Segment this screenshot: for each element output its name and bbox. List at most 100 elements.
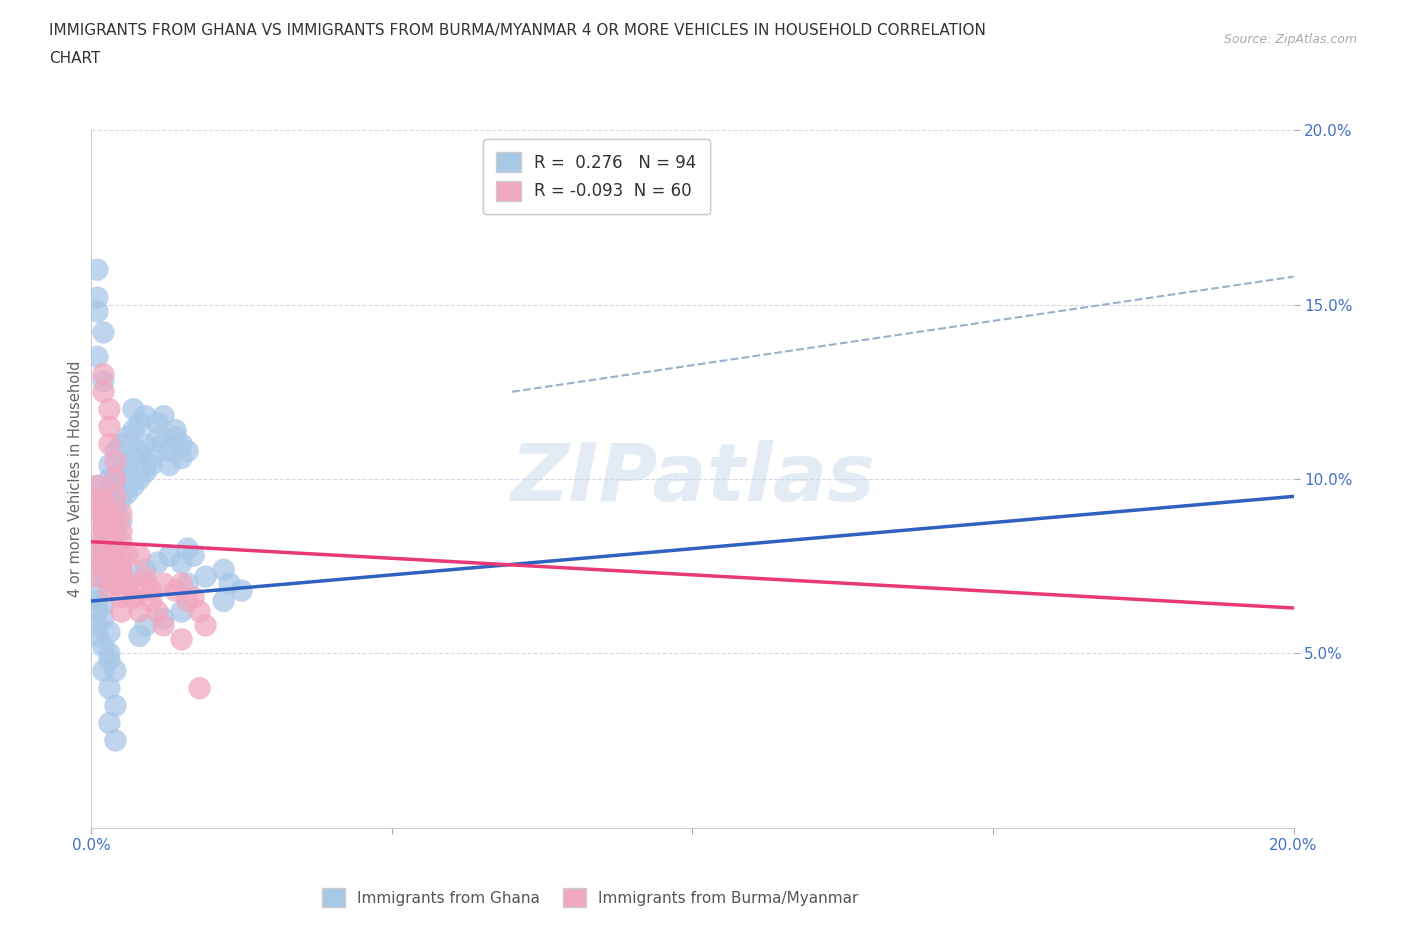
Point bbox=[170, 437, 193, 452]
Point bbox=[93, 493, 115, 508]
Point bbox=[98, 507, 121, 522]
Point bbox=[104, 541, 127, 556]
Point bbox=[188, 681, 211, 696]
Point bbox=[152, 618, 174, 633]
Legend: R =  0.276   N = 94, R = -0.093  N = 60: R = 0.276 N = 94, R = -0.093 N = 60 bbox=[482, 139, 710, 214]
Point bbox=[93, 555, 115, 570]
Point bbox=[117, 458, 139, 472]
Point bbox=[104, 663, 127, 678]
Point bbox=[98, 534, 121, 549]
Point bbox=[141, 593, 163, 608]
Point bbox=[141, 583, 163, 598]
Point bbox=[104, 499, 127, 514]
Point bbox=[122, 423, 145, 438]
Point bbox=[152, 576, 174, 591]
Point bbox=[117, 576, 139, 591]
Point bbox=[231, 583, 253, 598]
Point bbox=[128, 629, 150, 644]
Point bbox=[134, 437, 156, 452]
Point bbox=[104, 549, 127, 564]
Point bbox=[86, 534, 108, 549]
Point bbox=[176, 444, 198, 458]
Point bbox=[86, 479, 108, 494]
Text: CHART: CHART bbox=[49, 51, 101, 66]
Point bbox=[170, 604, 193, 619]
Point bbox=[86, 629, 108, 644]
Point bbox=[86, 290, 108, 305]
Point bbox=[176, 576, 198, 591]
Point bbox=[98, 493, 121, 508]
Point bbox=[98, 681, 121, 696]
Point bbox=[170, 451, 193, 466]
Point bbox=[93, 663, 115, 678]
Point bbox=[110, 549, 132, 564]
Point bbox=[110, 507, 132, 522]
Point bbox=[212, 593, 235, 608]
Point bbox=[98, 402, 121, 417]
Point bbox=[86, 618, 108, 633]
Point bbox=[122, 569, 145, 584]
Point bbox=[110, 591, 132, 605]
Point bbox=[93, 507, 115, 522]
Point bbox=[93, 521, 115, 536]
Point bbox=[117, 549, 139, 564]
Point bbox=[104, 454, 127, 469]
Point bbox=[134, 465, 156, 480]
Point bbox=[98, 527, 121, 542]
Point bbox=[86, 507, 108, 522]
Point bbox=[170, 632, 193, 647]
Point bbox=[141, 451, 163, 466]
Point bbox=[98, 479, 121, 494]
Point bbox=[110, 562, 132, 577]
Point bbox=[122, 402, 145, 417]
Point bbox=[98, 625, 121, 640]
Point bbox=[128, 472, 150, 486]
Point bbox=[98, 437, 121, 452]
Point bbox=[122, 591, 145, 605]
Point bbox=[86, 604, 108, 619]
Point bbox=[93, 507, 115, 522]
Point bbox=[134, 409, 156, 424]
Point bbox=[117, 576, 139, 591]
Point bbox=[183, 591, 205, 605]
Point bbox=[98, 521, 121, 536]
Point bbox=[146, 555, 169, 570]
Point bbox=[98, 513, 121, 528]
Point bbox=[117, 485, 139, 500]
Point bbox=[188, 604, 211, 619]
Point bbox=[110, 604, 132, 619]
Point bbox=[104, 521, 127, 536]
Point bbox=[86, 569, 108, 584]
Point bbox=[110, 465, 132, 480]
Point bbox=[98, 499, 121, 514]
Point bbox=[117, 430, 139, 445]
Point bbox=[86, 493, 108, 508]
Point bbox=[86, 262, 108, 277]
Point bbox=[176, 593, 198, 608]
Point bbox=[104, 733, 127, 748]
Point bbox=[93, 534, 115, 549]
Point bbox=[152, 437, 174, 452]
Point bbox=[98, 419, 121, 434]
Point bbox=[86, 593, 108, 608]
Point bbox=[93, 326, 115, 340]
Point bbox=[117, 576, 139, 591]
Point bbox=[152, 611, 174, 626]
Point bbox=[98, 646, 121, 661]
Point bbox=[93, 569, 115, 584]
Y-axis label: 4 or more Vehicles in Household: 4 or more Vehicles in Household bbox=[67, 361, 83, 597]
Point bbox=[104, 698, 127, 713]
Point bbox=[104, 485, 127, 500]
Point bbox=[93, 639, 115, 654]
Point bbox=[93, 597, 115, 612]
Point bbox=[134, 569, 156, 584]
Text: ZIPatlas: ZIPatlas bbox=[510, 440, 875, 518]
Point bbox=[128, 444, 150, 458]
Legend: Immigrants from Ghana, Immigrants from Burma/Myanmar: Immigrants from Ghana, Immigrants from B… bbox=[316, 883, 865, 913]
Point bbox=[146, 604, 169, 619]
Point bbox=[104, 576, 127, 591]
Point bbox=[104, 472, 127, 486]
Point bbox=[134, 618, 156, 633]
Point bbox=[98, 569, 121, 584]
Text: IMMIGRANTS FROM GHANA VS IMMIGRANTS FROM BURMA/MYANMAR 4 OR MORE VEHICLES IN HOU: IMMIGRANTS FROM GHANA VS IMMIGRANTS FROM… bbox=[49, 23, 986, 38]
